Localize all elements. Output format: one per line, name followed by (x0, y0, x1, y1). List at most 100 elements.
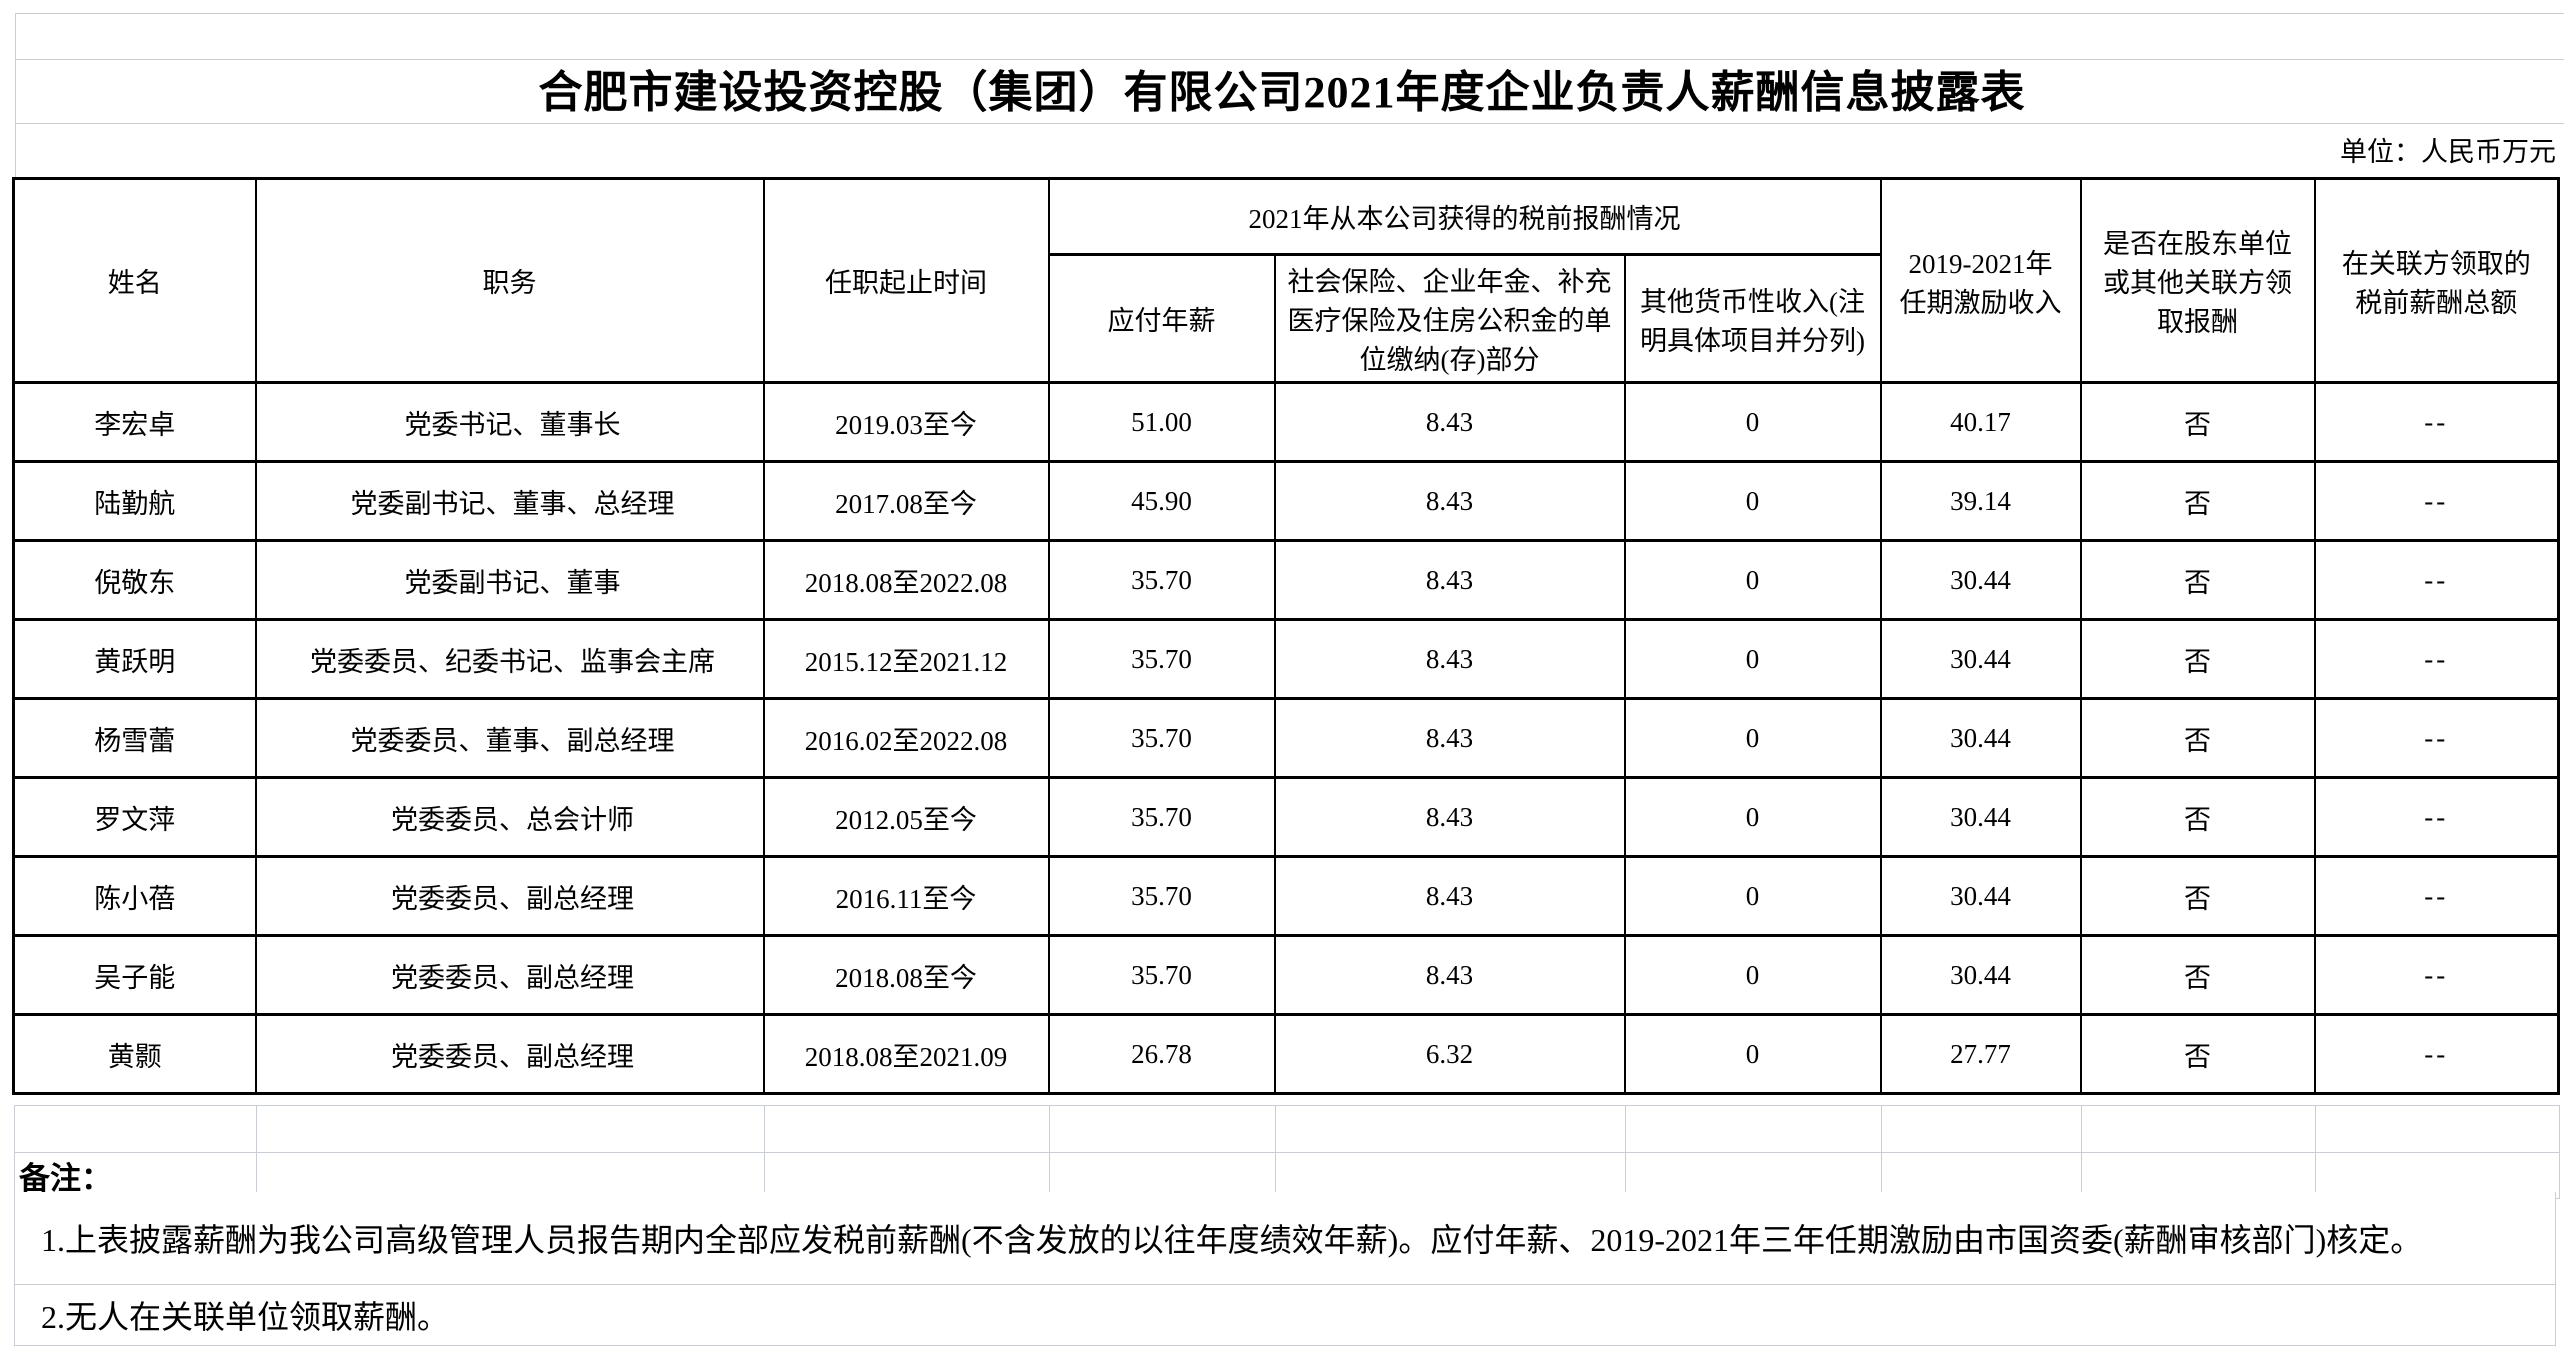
header-position: 职务 (254, 177, 765, 384)
related-total-cell: -- (2313, 934, 2560, 1016)
header-social-insurance: 社会保险、企业年金、补充医疗保险及住房公积金的单位缴纳(存)部分 (1273, 253, 1626, 384)
header-paid-by-related: 是否在股东单位或其他关联方领取报酬 (2079, 177, 2316, 384)
salary-cell: 35.70 (1047, 776, 1276, 858)
salary-cell: 35.70 (1047, 618, 1276, 700)
term-cell: 2016.11至今 (762, 855, 1050, 937)
header-payable-salary: 应付年薪 (1047, 253, 1276, 384)
position-cell: 党委委员、纪委书记、监事会主席 (254, 618, 765, 700)
related-total-cell: -- (2313, 776, 2560, 858)
table-row: 黄跃明 党委委员、纪委书记、监事会主席 2015.12至2021.12 35.70 8.… (12, 618, 2560, 700)
notes-label-row: 备注： (14, 1152, 2560, 1199)
header-term: 任职起止时间 (762, 177, 1050, 384)
bottom-grid: 备注： (14, 1105, 2560, 1199)
related-flag-cell: 否 (2079, 381, 2316, 463)
other-income-cell: 0 (1623, 1013, 1882, 1095)
related-flag-cell: 否 (2079, 934, 2316, 1016)
related-total-cell: -- (2313, 855, 2560, 937)
table-row: 杨雪蕾 党委委员、董事、副总经理 2016.02至2022.08 35.70 8.43 0… (12, 697, 2560, 779)
salary-cell: 35.70 (1047, 855, 1276, 937)
header-pretax-2021-group: 2021年从本公司获得的税前报酬情况 (1047, 177, 1882, 256)
other-income-cell: 0 (1623, 697, 1882, 779)
position-cell: 党委委员、总会计师 (254, 776, 765, 858)
incentive-cell: 39.14 (1879, 460, 2082, 542)
related-total-cell: -- (2313, 618, 2560, 700)
position-cell: 党委委员、副总经理 (254, 855, 765, 937)
insurance-cell: 8.43 (1273, 697, 1626, 779)
incentive-cell: 40.17 (1879, 381, 2082, 463)
header-row-group: 姓名 职务 任职起止时间 2021年从本公司获得的税前报酬情况 2019-202… (12, 177, 2560, 384)
gridline-left-edge (15, 13, 16, 177)
name-cell: 黄跃明 (12, 618, 257, 700)
table-row: 陆勤航 党委副书记、董事、总经理 2017.08至今 45.90 8.43 0 39.14 否… (12, 460, 2560, 542)
incentive-cell: 30.44 (1879, 539, 2082, 621)
table-row: 黄颢 党委委员、副总经理 2018.08至2021.09 26.78 6.32 0 27.7… (12, 1013, 2560, 1095)
unit-label: 单位：人民币万元 (2340, 137, 2556, 167)
term-cell: 2019.03至今 (762, 381, 1050, 463)
related-flag-cell: 否 (2079, 539, 2316, 621)
name-cell: 陆勤航 (12, 460, 257, 542)
other-income-cell: 0 (1623, 855, 1882, 937)
salary-cell: 35.70 (1047, 697, 1276, 779)
term-cell: 2018.08至今 (762, 934, 1050, 1016)
insurance-cell: 8.43 (1273, 934, 1626, 1016)
salary-disclosure-table: 姓名 职务 任职起止时间 2021年从本公司获得的税前报酬情况 2019-202… (12, 177, 2561, 1095)
related-flag-cell: 否 (2079, 855, 2316, 937)
term-cell: 2018.08至2022.08 (762, 539, 1050, 621)
name-cell: 陈小蓓 (12, 855, 257, 937)
header-name: 姓名 (12, 177, 257, 384)
position-cell: 党委委员、董事、副总经理 (254, 697, 765, 779)
insurance-cell: 8.43 (1273, 618, 1626, 700)
table-row: 李宏卓 党委书记、董事长 2019.03至今 51.00 8.43 0 40.17 否 -- (12, 381, 2560, 463)
position-cell: 党委书记、董事长 (254, 381, 765, 463)
page-title: 合肥市建设投资控股（集团）有限公司2021年度企业负责人薪酬信息披露表 (538, 68, 2026, 117)
table-row: 吴子能 党委委员、副总经理 2018.08至今 35.70 8.43 0 30.44 否 -- (12, 934, 2560, 1016)
gridline-top-2 (16, 59, 2564, 60)
term-cell: 2012.05至今 (762, 776, 1050, 858)
incentive-cell: 30.44 (1879, 697, 2082, 779)
incentive-cell: 30.44 (1879, 855, 2082, 937)
term-cell: 2016.02至2022.08 (762, 697, 1050, 779)
other-income-cell: 0 (1623, 539, 1882, 621)
table-row: 倪敬东 党委副书记、董事 2018.08至2022.08 35.70 8.43 0 30.4… (12, 539, 2560, 621)
name-cell: 倪敬东 (12, 539, 257, 621)
salary-cell: 35.70 (1047, 539, 1276, 621)
salary-cell: 45.90 (1047, 460, 1276, 542)
term-cell: 2017.08至今 (762, 460, 1050, 542)
other-income-cell: 0 (1623, 381, 1882, 463)
incentive-cell: 27.77 (1879, 1013, 2082, 1095)
related-flag-cell: 否 (2079, 1013, 2316, 1095)
related-total-cell: -- (2313, 539, 2560, 621)
gridline-top-1 (16, 13, 2564, 14)
incentive-cell: 30.44 (1879, 776, 2082, 858)
related-total-cell: -- (2313, 381, 2560, 463)
position-cell: 党委委员、副总经理 (254, 934, 765, 1016)
related-flag-cell: 否 (2079, 697, 2316, 779)
notes-label: 备注： (14, 1152, 257, 1199)
name-cell: 吴子能 (12, 934, 257, 1016)
header-other-monetary-income: 其他货币性收入(注明具体项目并分列) (1623, 253, 1882, 384)
salary-cell: 35.70 (1047, 934, 1276, 1016)
header-term-incentive: 2019-2021年任期激励收入 (1879, 177, 2082, 384)
header-related-pretax-total: 在关联方领取的税前薪酬总额 (2313, 177, 2560, 384)
header-row-sub: 应付年薪 社会保险、企业年金、补充医疗保险及住房公积金的单位缴纳(存)部分 其他… (14, 253, 2559, 384)
related-flag-cell: 否 (2079, 460, 2316, 542)
position-cell: 党委副书记、董事 (254, 539, 765, 621)
position-cell: 党委副书记、董事、总经理 (254, 460, 765, 542)
insurance-cell: 8.43 (1273, 539, 1626, 621)
incentive-cell: 30.44 (1879, 934, 2082, 1016)
position-cell: 党委委员、副总经理 (254, 1013, 765, 1095)
related-total-cell: -- (2313, 460, 2560, 542)
table-row: 罗文萍 党委委员、总会计师 2012.05至今 35.70 8.43 0 30.44 否 -- (12, 776, 2560, 858)
name-cell: 李宏卓 (12, 381, 257, 463)
term-cell: 2018.08至2021.09 (762, 1013, 1050, 1095)
related-total-cell: -- (2313, 697, 2560, 779)
note-item-2: 2.无人在关联单位领取薪酬。 (14, 1285, 2556, 1346)
other-income-cell: 0 (1623, 934, 1882, 1016)
insurance-cell: 6.32 (1273, 1013, 1626, 1095)
name-cell: 杨雪蕾 (12, 697, 257, 779)
gridline-top-3 (16, 123, 2564, 124)
name-cell: 罗文萍 (12, 776, 257, 858)
note-item-1: 1.上表披露薪酬为我公司高级管理人员报告期内全部应发税前薪酬(不含发放的以往年度… (14, 1192, 2556, 1285)
related-flag-cell: 否 (2079, 776, 2316, 858)
insurance-cell: 8.43 (1273, 460, 1626, 542)
